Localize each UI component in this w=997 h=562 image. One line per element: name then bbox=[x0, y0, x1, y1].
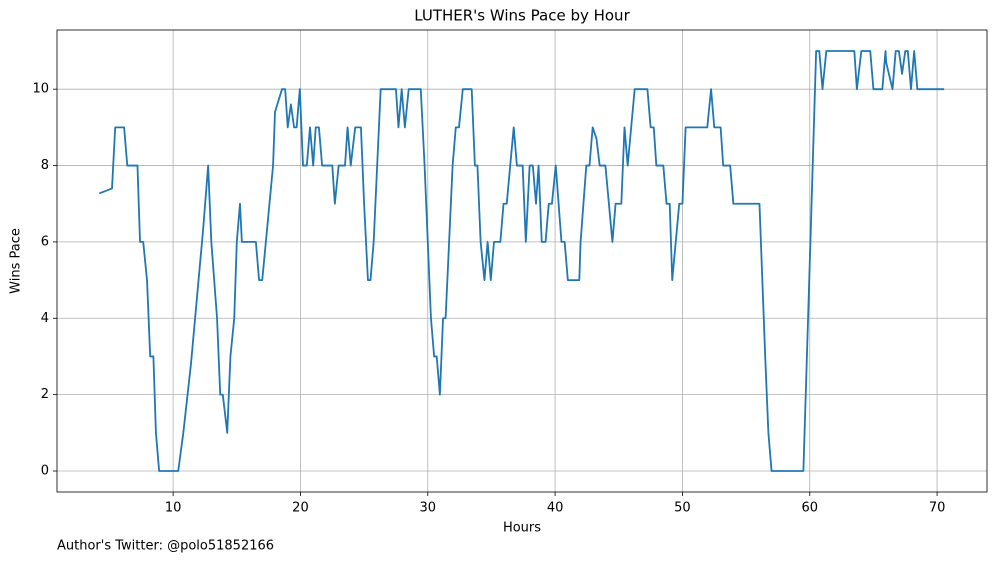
x-tick-label: 70 bbox=[929, 501, 946, 516]
x-tick-label: 60 bbox=[801, 501, 818, 516]
y-tick-label: 8 bbox=[41, 158, 49, 173]
y-tick-label: 6 bbox=[41, 234, 49, 249]
plot-frame bbox=[56, 29, 988, 493]
y-axis-label: Wins Pace bbox=[9, 228, 24, 294]
data-line bbox=[98, 50, 945, 472]
plot bbox=[98, 50, 945, 472]
y-tick-label: 4 bbox=[41, 311, 49, 326]
x-tick-label: 20 bbox=[292, 501, 309, 516]
x-axis-label: Hours bbox=[503, 521, 541, 536]
y-tick-label: 10 bbox=[32, 82, 49, 97]
annotation: Author's Twitter: @polo51852166 bbox=[57, 539, 274, 554]
x-tick-label: 50 bbox=[674, 501, 691, 516]
y-tick-label: 2 bbox=[41, 387, 49, 402]
grid bbox=[57, 30, 987, 492]
x-tick-label: 30 bbox=[420, 501, 437, 516]
x-tick-label: 40 bbox=[547, 501, 564, 516]
x-tick-label: 10 bbox=[165, 501, 182, 516]
y-tick-label: 0 bbox=[41, 464, 49, 479]
chart-title: LUTHER's Wins Pace by Hour bbox=[414, 7, 630, 25]
